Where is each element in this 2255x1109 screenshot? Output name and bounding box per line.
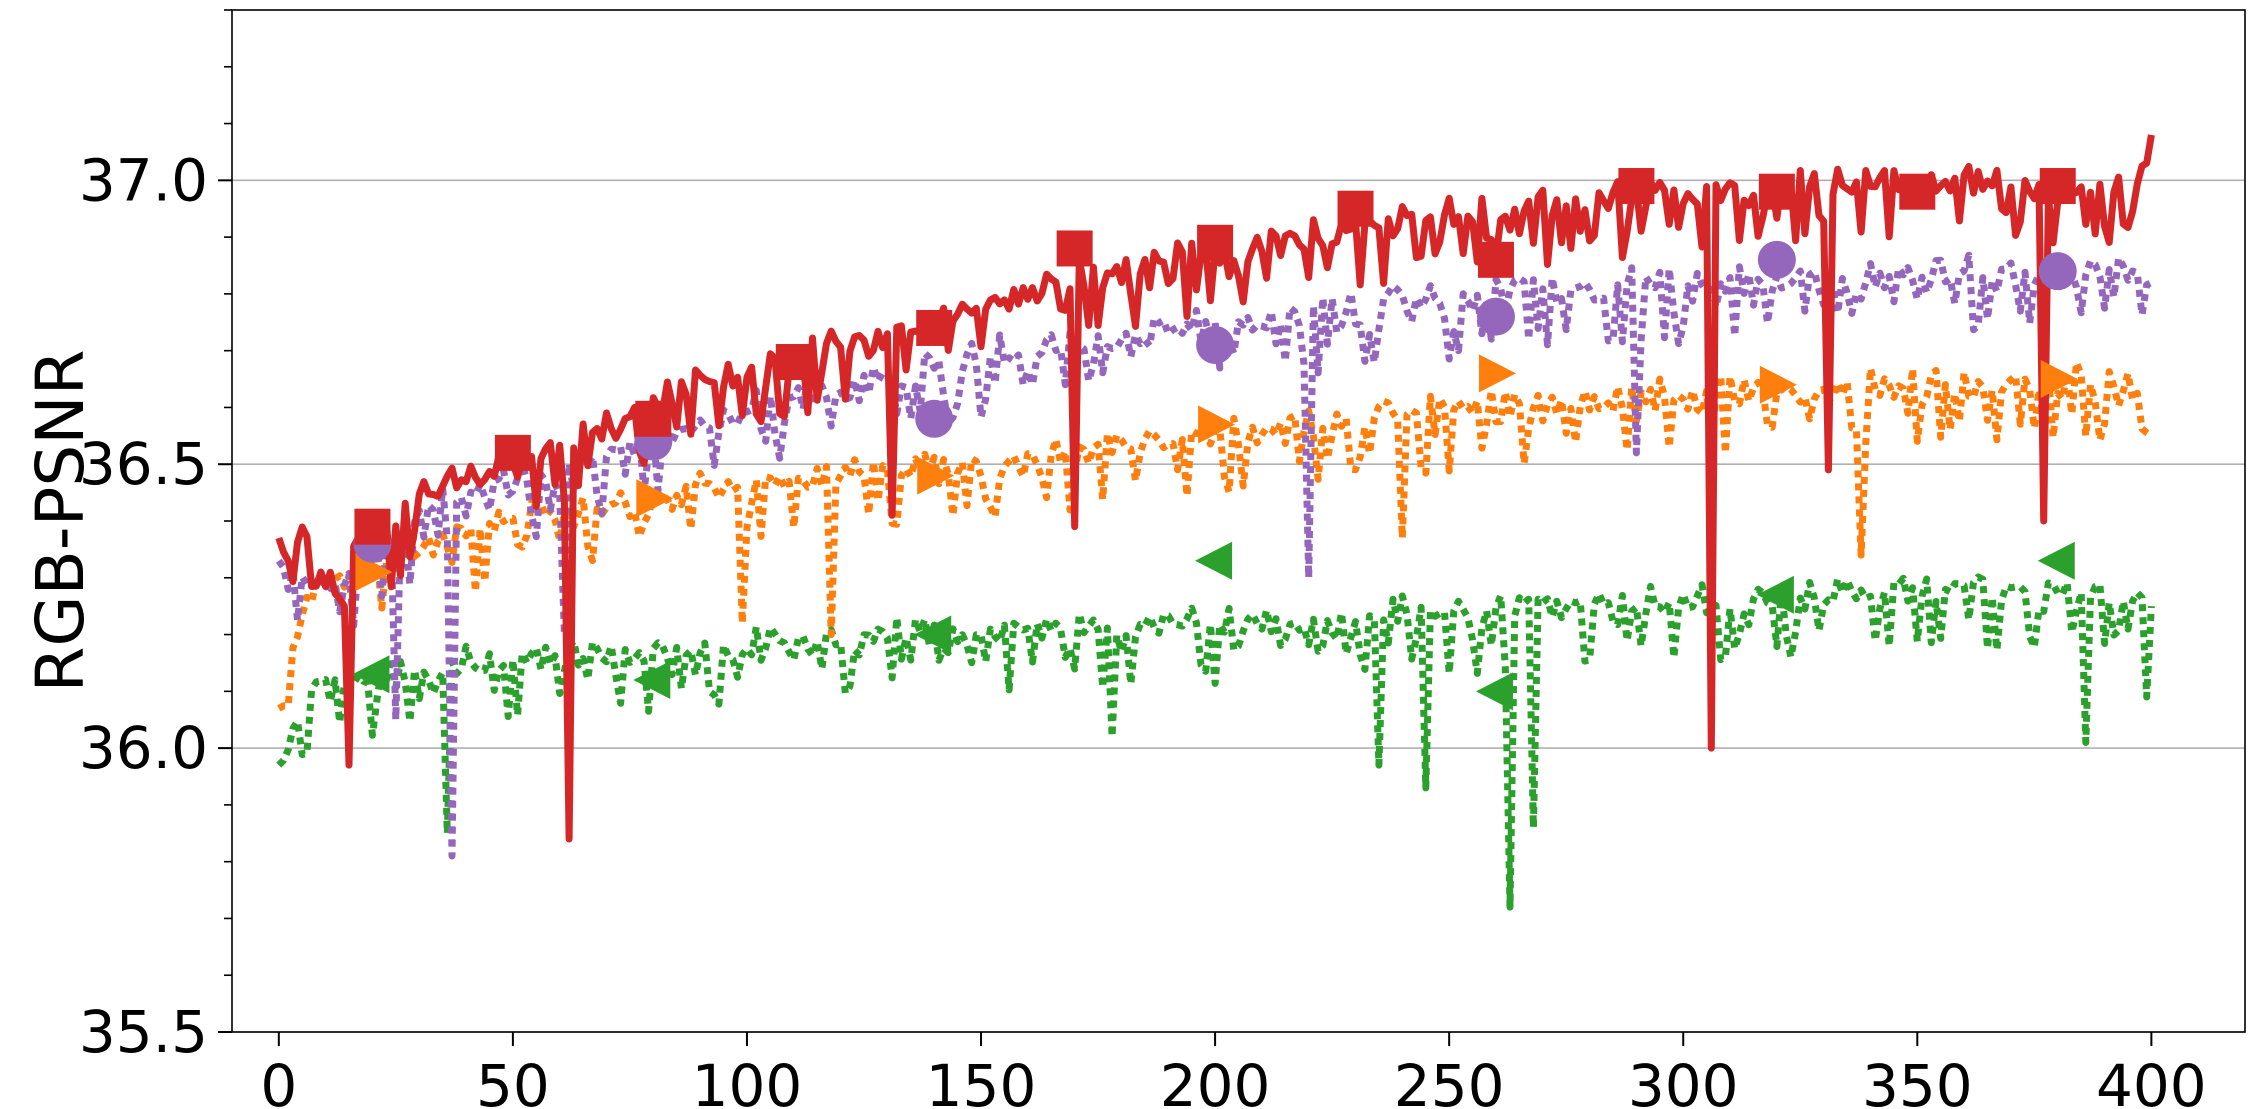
x-tick-label: 50 [476, 1052, 550, 1109]
square-marker [2039, 168, 2076, 205]
y-axis-label: RGB-PSNR [22, 349, 99, 692]
square-marker [916, 309, 953, 346]
triangle-left-marker [633, 660, 671, 699]
triangle-right-marker [2040, 360, 2078, 399]
triangle-right-marker [1478, 354, 1516, 393]
x-tick-label: 100 [692, 1052, 803, 1109]
square-marker [1758, 173, 1795, 210]
triangle-left-marker [1195, 541, 1233, 580]
circle-marker [1196, 325, 1235, 364]
square-marker [1899, 173, 1936, 210]
x-tick-label: 300 [1628, 1052, 1739, 1109]
square-marker [1477, 241, 1514, 278]
square-marker [494, 434, 531, 471]
triangle-right-marker [636, 479, 674, 518]
y-tick-label: 37.0 [79, 146, 208, 214]
triangle-left-marker [1756, 575, 1794, 614]
x-tick-label: 250 [1394, 1052, 1505, 1109]
square-marker [1337, 190, 1374, 227]
square-marker [354, 508, 391, 545]
series-line-triangle-left [276, 573, 2155, 911]
square-marker [1056, 230, 1093, 267]
y-tick-label: 36.5 [79, 430, 208, 498]
x-tick-label: 350 [1862, 1052, 1973, 1109]
x-tick-label: 150 [926, 1052, 1037, 1109]
square-marker [1197, 224, 1234, 261]
x-tick-label: 0 [260, 1052, 297, 1109]
triangle-left-marker [2037, 541, 2075, 580]
axes: 35.5 36.0 36.5 37.0 0 50 100 150 200 250 300 350 400 [79, 9, 2207, 1109]
triangle-right-marker [1198, 405, 1236, 444]
triangle-left-marker [914, 615, 952, 654]
square-marker [635, 400, 672, 437]
marker-layer [352, 168, 2078, 711]
triangle-left-marker [1475, 672, 1513, 711]
square-marker [775, 344, 812, 381]
circle-marker [915, 399, 954, 438]
circle-marker [2038, 252, 2077, 291]
gridlines [232, 179, 2245, 1033]
circle-marker [1476, 297, 1515, 336]
y-tick-label: 36.0 [79, 714, 208, 782]
triangle-right-marker [355, 553, 393, 592]
x-tick-label: 400 [2096, 1052, 2207, 1109]
y-tick-label: 35.5 [79, 998, 208, 1066]
triangle-left-marker [352, 655, 390, 694]
triangle-right-marker [917, 456, 955, 495]
square-marker [1618, 168, 1655, 205]
triangle-right-marker [1759, 365, 1797, 404]
circle-marker [1757, 240, 1796, 279]
x-tick-label: 200 [1160, 1052, 1271, 1109]
